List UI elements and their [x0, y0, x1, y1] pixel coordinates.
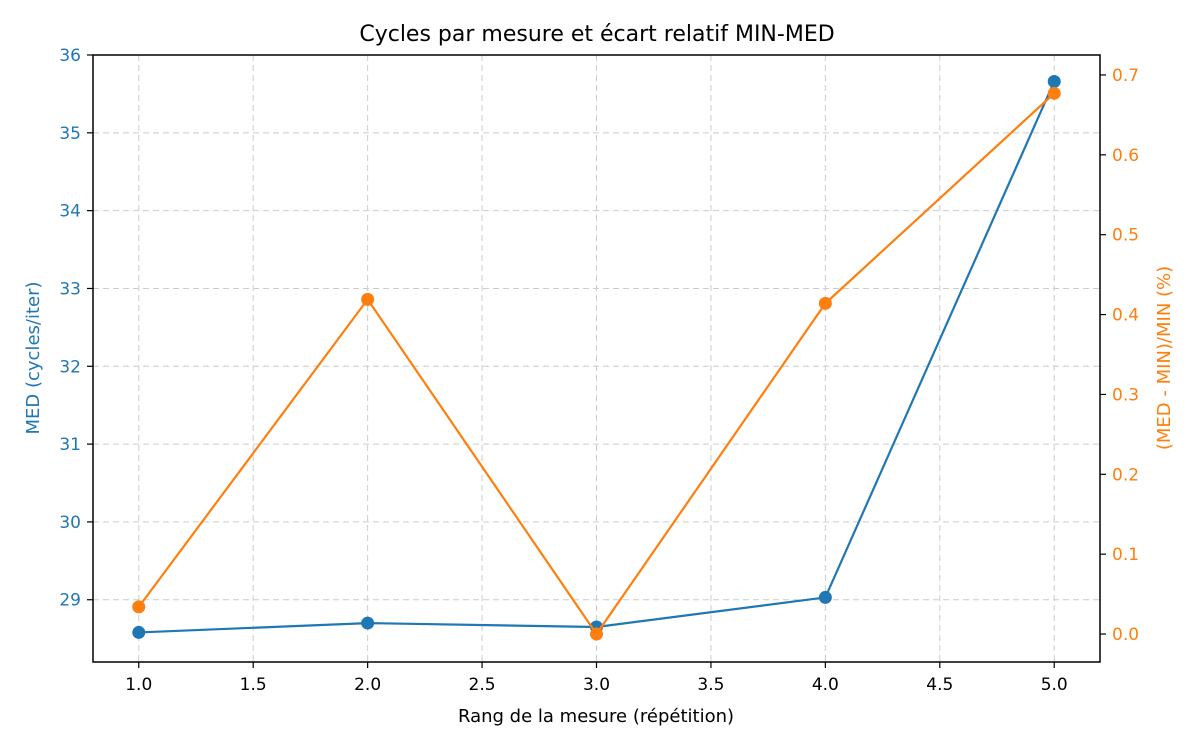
x-tick-label: 3.0 — [583, 675, 610, 695]
data-point-left — [361, 616, 375, 630]
y-right-tick-label: 0.5 — [1112, 226, 1139, 246]
y-axis-right: 0.0 0.1 0.2 0.3 0.4 0.5 0.6 0.7 — [1100, 66, 1139, 645]
y-left-tick-label: 35 — [59, 124, 81, 144]
y-left-tick-label: 36 — [59, 46, 81, 66]
data-point-right — [1047, 86, 1061, 100]
x-axis: 1.0 1.5 2.0 2.5 3.0 3.5 4.0 4.5 5.0 — [125, 662, 1068, 695]
y-axis-right-label: (MED - MIN)/MIN (%) — [1154, 266, 1175, 450]
x-tick-label: 1.5 — [240, 675, 267, 695]
data-point-left — [818, 590, 832, 604]
y-right-tick-label: 0.0 — [1112, 625, 1139, 645]
x-axis-label: Rang de la mesure (répétition) — [458, 706, 734, 727]
y-left-tick-label: 33 — [59, 279, 81, 299]
x-tick-label: 2.5 — [469, 675, 496, 695]
x-tick-label: 3.5 — [697, 675, 724, 695]
data-point-right — [818, 296, 832, 310]
y-right-tick-label: 0.6 — [1112, 146, 1139, 166]
data-point-left — [1047, 74, 1061, 88]
data-point-left — [132, 625, 146, 639]
grid — [93, 54, 1100, 662]
y-right-tick-label: 0.1 — [1112, 545, 1139, 565]
x-tick-label: 5.0 — [1041, 675, 1068, 695]
y-axis-left: 29 30 31 32 33 34 35 36 — [59, 46, 93, 611]
x-tick-label: 4.5 — [926, 675, 953, 695]
x-tick-label: 1.0 — [125, 675, 152, 695]
y-left-tick-label: 34 — [59, 202, 81, 222]
data-point-right — [132, 600, 146, 614]
y-right-tick-label: 0.3 — [1112, 385, 1139, 405]
x-tick-label: 4.0 — [812, 675, 839, 695]
series-line-right — [137, 92, 1055, 636]
series-layer — [132, 74, 1061, 641]
x-tick-label: 2.0 — [354, 675, 381, 695]
y-left-tick-label: 29 — [59, 591, 81, 611]
data-point-right — [361, 292, 375, 306]
y-left-tick-label: 30 — [59, 513, 81, 533]
y-right-tick-label: 0.7 — [1112, 66, 1139, 86]
data-point-right — [590, 627, 603, 641]
y-left-tick-label: 32 — [59, 357, 81, 377]
chart-title: Cycles par mesure et écart relatif MIN-M… — [359, 22, 834, 47]
y-right-tick-label: 0.2 — [1112, 465, 1139, 485]
y-right-tick-label: 0.4 — [1112, 306, 1139, 326]
y-axis-left-label: MED (cycles/iter) — [23, 281, 44, 434]
y-left-tick-label: 31 — [59, 435, 81, 455]
